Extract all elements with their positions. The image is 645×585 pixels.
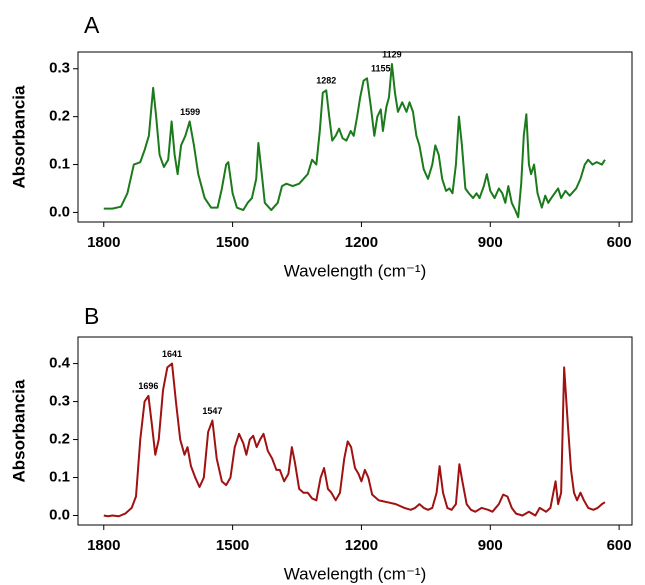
y-axis-label: Absorbancia (9, 379, 28, 483)
x-tick-label: 1800 (87, 234, 120, 251)
plot-frame (77, 336, 633, 526)
plot-frame (77, 51, 633, 223)
peak-label: 1155 (371, 64, 391, 74)
y-axis-label: Absorbancia (9, 85, 28, 189)
x-tick-label: 900 (478, 234, 503, 251)
peak-label: 1641 (162, 349, 182, 359)
y-tick-label: 0.2 (49, 108, 70, 125)
y-tick-label: 0.3 (49, 393, 70, 410)
x-tick-label: 600 (607, 537, 632, 554)
peak-label: 1547 (202, 406, 222, 416)
panel-title: B (84, 303, 99, 329)
y-tick-label: 0.4 (49, 355, 71, 372)
x-axis-label: Wavelength (cm⁻¹) (284, 564, 426, 583)
y-tick-label: 0.0 (49, 203, 70, 220)
peak-label: 1599 (180, 107, 200, 117)
x-tick-label: 600 (607, 234, 632, 251)
y-tick-label: 0.1 (49, 156, 70, 173)
x-tick-label: 900 (478, 537, 503, 554)
peak-label: 1282 (316, 76, 336, 86)
x-tick-label: 1200 (345, 234, 378, 251)
panel-title: A (84, 12, 100, 38)
x-tick-label: 1200 (345, 537, 378, 554)
y-tick-label: 0.0 (49, 506, 70, 523)
x-tick-label: 1800 (87, 537, 120, 554)
y-tick-label: 0.2 (49, 431, 70, 448)
x-tick-label: 1500 (216, 537, 249, 554)
y-tick-label: 0.1 (49, 468, 70, 485)
x-axis-label: Wavelength (cm⁻¹) (284, 261, 426, 280)
y-tick-label: 0.3 (49, 60, 70, 77)
spectrum-line (103, 362, 606, 518)
peak-label: 1696 (138, 381, 158, 391)
x-tick-label: 1500 (216, 234, 249, 251)
spectrum-line (103, 62, 606, 219)
peak-label: 1129 (382, 49, 402, 59)
